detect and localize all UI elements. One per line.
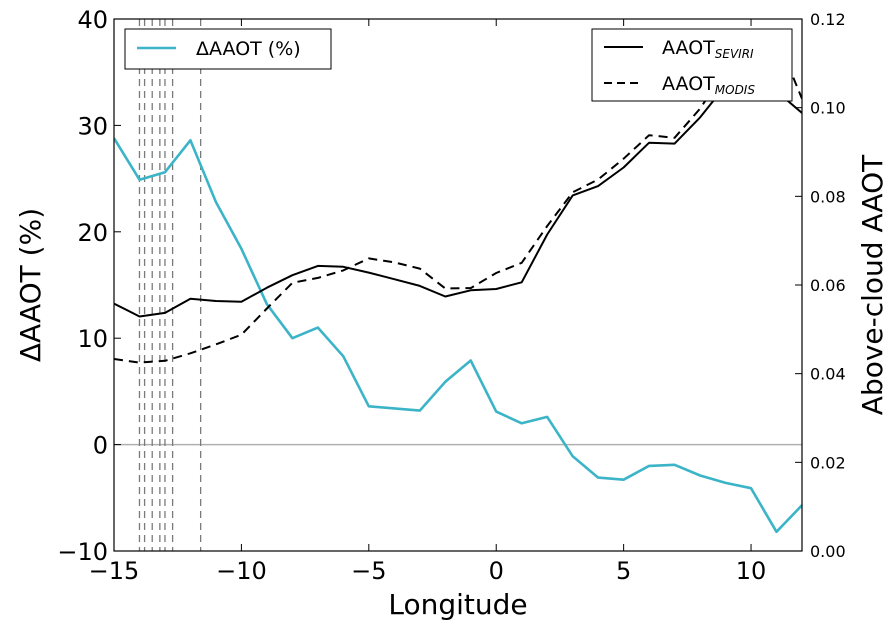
x-axis-label: Longitude — [388, 588, 527, 621]
y-right-tick-label-1: 0.02 — [810, 453, 846, 472]
legend-label-delta: ΔAAOT (%) — [196, 38, 301, 60]
legend-label-modis-main: AAOT — [662, 73, 715, 95]
x-tick-label-3: 0 — [489, 557, 504, 585]
y-right-tick-label-3: 0.06 — [810, 276, 846, 295]
ticks-layer: −15 −10 −5 0 5 10−100102030400.000.020.040.06… — [57, 6, 845, 585]
y-left-tick-label-4: 30 — [77, 112, 108, 140]
legend-label-modis-sub: MODIS — [715, 83, 756, 97]
y-left-tick-label-2: 10 — [77, 325, 108, 353]
y-right-axis-label: Above-cloud AAOT — [856, 154, 886, 415]
y-left-tick-label-5: 40 — [77, 6, 108, 34]
legend-right: AAOTSEVIRI AAOTMODIS — [591, 28, 793, 102]
legend-right-box — [591, 28, 793, 102]
y-right-tick-label-6: 0.12 — [810, 10, 846, 29]
series-line-1 — [114, 60, 802, 318]
x-tick-label-4: 5 — [616, 557, 631, 585]
x-tick-label-0: −15 — [89, 557, 140, 585]
y-right-tick-label-2: 0.04 — [810, 365, 846, 384]
legend-label-seviri: AAOTSEVIRI — [662, 37, 754, 61]
x-tick-label-2: −5 — [351, 557, 386, 585]
y-left-axis-label: ΔAAOT (%) — [14, 208, 47, 362]
y-right-tick-label-4: 0.08 — [810, 187, 846, 206]
vertical-dashed-lines — [138, 19, 202, 551]
x-tick-label-5: 10 — [736, 557, 767, 585]
x-tick-label-1: −10 — [216, 557, 267, 585]
series-layer — [114, 35, 802, 534]
legend-label-modis: AAOTMODIS — [662, 73, 755, 97]
y-left-tick-label-3: 20 — [77, 219, 108, 247]
y-right-tick-label-5: 0.10 — [810, 99, 846, 118]
legend-left: ΔAAOT (%) — [124, 28, 332, 70]
y-right-tick-label-0: 0.00 — [810, 542, 846, 561]
legend-label-seviri-sub: SEVIRI — [715, 47, 754, 61]
series-line-2 — [114, 35, 802, 364]
legend-label-seviri-main: AAOT — [662, 37, 715, 59]
y-left-tick-label-1: 0 — [93, 432, 108, 460]
series-line-0 — [114, 137, 802, 534]
y-left-tick-label-0: −10 — [57, 538, 108, 566]
